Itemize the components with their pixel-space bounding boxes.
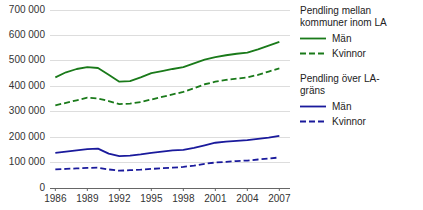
x-tick (55, 188, 56, 191)
x-tick (279, 188, 280, 191)
legend-swatch (300, 121, 326, 123)
x-tick (183, 188, 184, 191)
x-tick (119, 188, 120, 191)
line (55, 157, 279, 170)
line (55, 42, 279, 82)
x-tick-label: 1998 (172, 193, 195, 204)
x-tick-label: 2004 (236, 193, 259, 204)
grid-line (50, 111, 290, 112)
grid-line (50, 162, 290, 163)
y-tick-label: 400 000 (9, 80, 46, 91)
line (55, 136, 279, 156)
x-axis: 1986 1989 1992 1995 1998 2001 2004 2007 (44, 188, 291, 204)
x-tick (215, 188, 216, 191)
y-tick-label: 0 (39, 182, 45, 193)
legend-label: Män (332, 101, 351, 112)
legend-title: Pendling mellankommuner inom LA (300, 5, 387, 28)
x-tick (247, 188, 248, 191)
grid-line (50, 60, 290, 61)
x-tick-label: 1995 (140, 193, 163, 204)
legend-label: Kvinnor (332, 48, 367, 59)
lines (55, 42, 279, 171)
x-tick-label: 1992 (108, 193, 131, 204)
grid-line (50, 137, 290, 138)
grid-line (50, 35, 290, 36)
x-axis-line (50, 188, 290, 189)
x-tick (151, 188, 152, 191)
grid-line (50, 188, 290, 189)
x-tick (87, 188, 88, 191)
x-tick-label: 2007 (268, 193, 291, 204)
y-tick-label: 200 000 (9, 131, 46, 142)
x-tick-label: 1986 (44, 193, 67, 204)
y-tick-label: 700 000 (9, 4, 46, 15)
legend-swatch (300, 106, 326, 108)
legend-swatch (300, 38, 326, 40)
legend-title: Pendling över LA-gräns (300, 73, 380, 96)
y-tick-label: 300 000 (9, 105, 46, 116)
grid-line (50, 10, 290, 11)
chart: 0 100 000 200 000 300 000 400 000 500 000 600 … (0, 0, 423, 210)
line (55, 68, 279, 105)
y-tick-label: 100 000 (9, 156, 46, 167)
y-tick-label: 500 000 (9, 54, 46, 65)
legend-label: Män (332, 33, 351, 44)
legend-swatch (300, 53, 326, 55)
y-tick-label: 600 000 (9, 29, 46, 40)
legend: Pendling mellankommuner inom LA Män Kvinno… (300, 5, 387, 127)
grid-line (50, 86, 290, 87)
x-tick-label: 1989 (76, 193, 99, 204)
legend-label: Kvinnor (332, 116, 367, 127)
y-axis: 0 100 000 200 000 300 000 400 000 500 000 600 … (9, 4, 290, 193)
x-tick-label: 2001 (204, 193, 227, 204)
